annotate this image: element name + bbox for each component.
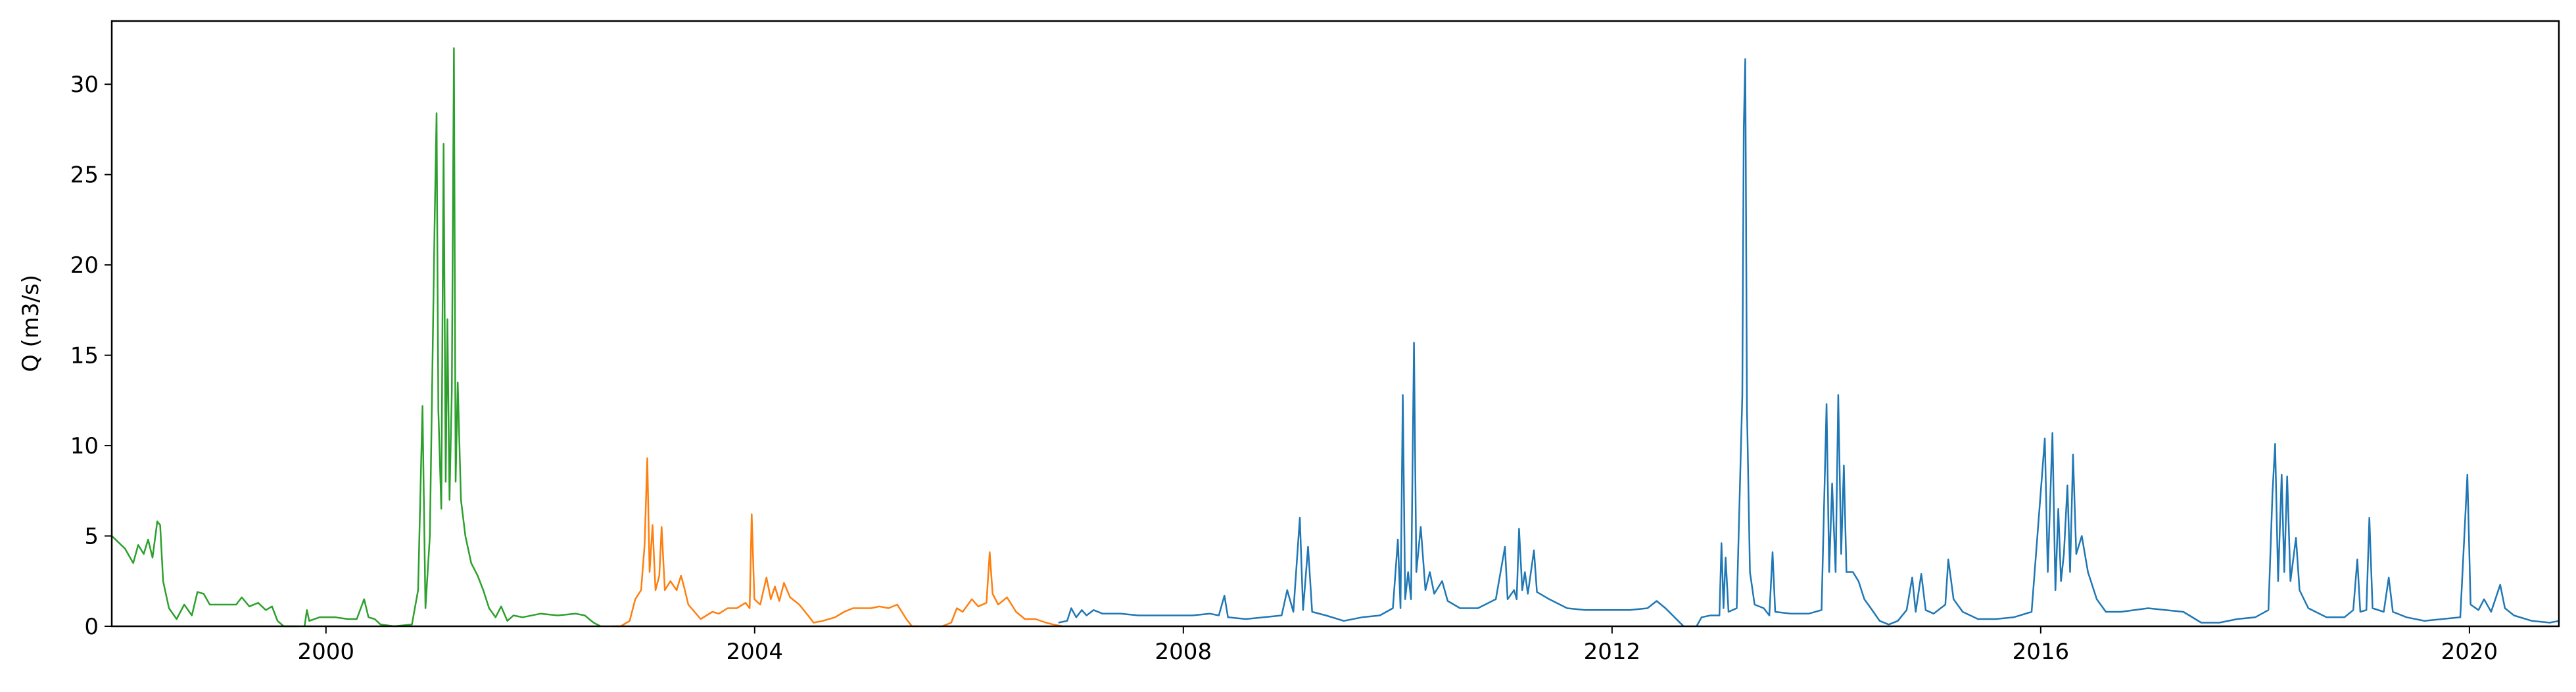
- y-axis-title: Q (m3/s): [18, 275, 44, 372]
- series-line: [1058, 342, 1684, 627]
- y-tick-label: 15: [70, 343, 99, 369]
- y-tick-label: 20: [70, 252, 99, 279]
- series-line: [111, 520, 299, 628]
- x-axis: 2000 2004 2008 2012 2016 2020: [298, 626, 2498, 665]
- y-tick-label: 10: [70, 433, 99, 459]
- series-line: [1696, 58, 2560, 627]
- series-line: [942, 551, 1063, 628]
- x-tick-label: 2008: [1155, 639, 1212, 665]
- series-line: [611, 457, 918, 628]
- x-tick-label: 2000: [298, 639, 355, 665]
- plot-frame: [110, 20, 2560, 628]
- x-tick-label: 2004: [727, 639, 784, 665]
- y-tick-label: 5: [84, 524, 99, 550]
- series-line: [303, 47, 602, 628]
- x-tick-label: 2016: [2013, 639, 2070, 665]
- x-tick-label: 2012: [1584, 639, 1641, 665]
- y-tick-label: 0: [84, 614, 99, 640]
- y-tick-label: 30: [70, 72, 99, 98]
- y-tick-label: 25: [70, 162, 99, 189]
- y-axis: 0 5 10 15 20 25 30: [70, 72, 112, 640]
- series-layer: [111, 47, 2560, 628]
- x-tick-label: 2020: [2441, 639, 2498, 665]
